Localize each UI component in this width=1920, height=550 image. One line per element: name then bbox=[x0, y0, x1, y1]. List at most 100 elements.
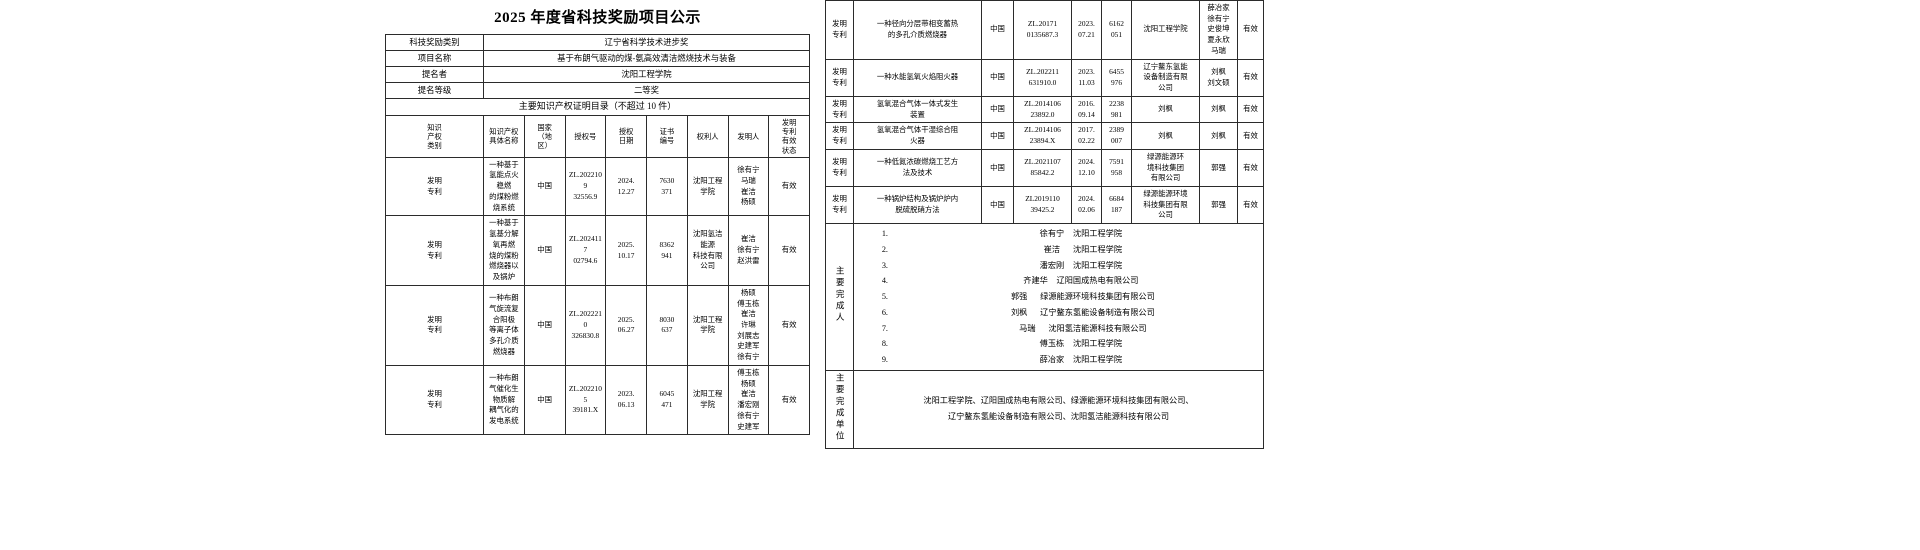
ip-cell-country: 中国 bbox=[981, 122, 1014, 150]
ip-cell-status: 有效 bbox=[1237, 58, 1264, 97]
ip-cell-country: 中国 bbox=[523, 284, 566, 366]
meta-value-nominator: 沈阳工程学院 bbox=[483, 66, 810, 84]
ip-cell-inventor: 郭强 bbox=[1199, 186, 1238, 225]
ip-cell-name: 一种布朗气旋流复合阳极 等离子体多孔介质燃烧器 bbox=[483, 284, 525, 366]
ip-cell-name: 一种低氮浓碳燃烧工艺方 法及技术 bbox=[853, 148, 982, 188]
ip-section-heading-row: 主要知识产权证明目录（不超过 10 件） bbox=[385, 98, 810, 117]
contributors-row: 主要完成人 徐有宁沈阳工程学院崔洁沈阳工程学院潘宏刚沈阳工程学院齐建华辽阳国成热… bbox=[825, 223, 1264, 371]
ip-cell-inventor: 傅玉栋 杨硕 崔洁 潘宏刚 徐有宁 史建军 bbox=[727, 364, 770, 436]
ip-cell-country: 中国 bbox=[523, 215, 566, 286]
ip-cell-auth-number: ZL.20171 0135687.3 bbox=[1013, 0, 1072, 60]
table-row: 发明 专利 氢氧混合气体干湿综合阻 火器 中国 ZL.2014106 23894.X 2017… bbox=[825, 122, 1264, 150]
ip-cell-inventor: 刘枫 bbox=[1199, 95, 1238, 124]
ip-cell-owner: 绿源能源环境科技集团有限公司 bbox=[1131, 148, 1200, 188]
list-item: 崔洁 沈阳工程学院 bbox=[890, 242, 1261, 258]
contributor-name: 郭强 bbox=[1010, 292, 1028, 302]
ip-cell-cert-number: 2389 007 bbox=[1101, 122, 1132, 150]
ip-cell-inventor: 刘枫 bbox=[1199, 122, 1238, 150]
ip-cell-owner: 沈阳工程学院 bbox=[1131, 0, 1200, 60]
ip-table-body-right: 发明 专利 一种径向分层带相变蓄热 的多孔介质燃烧器 中国 ZL.20171 0135687… bbox=[825, 0, 1264, 225]
ip-cell-name: 一种基于氢能点火稳燃 的煤粉燃烧系统 bbox=[483, 156, 525, 217]
ip-cell-type: 发明 专利 bbox=[825, 58, 854, 97]
ip-cell-status: 有效 bbox=[1237, 95, 1264, 124]
ip-cell-type: 发明 专利 bbox=[385, 215, 484, 286]
meta-label-category: 科技奖励类别 bbox=[385, 33, 484, 52]
table-row: 发明 专利 氢氧混合气体一体式发生 装置 中国 ZL.2014106 23892.0 2016… bbox=[825, 95, 1264, 124]
contributor-name: 刘枫 bbox=[1010, 307, 1028, 317]
ip-cell-owner: 沈阳工程学院 bbox=[686, 156, 729, 217]
column-header-auth-number: 授权号 bbox=[564, 115, 607, 158]
table-row: 发明 专利 一种布朗气旋流复合阳极 等离子体多孔介质燃烧器 中国 ZL.2022210 32… bbox=[385, 284, 810, 366]
ip-cell-auth-date: 2017. 02.22 bbox=[1071, 122, 1102, 150]
column-header-owner: 权利人 bbox=[686, 115, 729, 158]
list-item: 马瑞 沈阳氢洁能源科技有限公司 bbox=[890, 321, 1261, 337]
meta-row-project: 项目名称 基于布朗气驱动的煤-氨高效清洁燃烧技术与装备 bbox=[385, 50, 810, 68]
ip-cell-auth-date: 2023. 11.03 bbox=[1071, 58, 1102, 97]
contributor-org: 沈阳工程学院 bbox=[1072, 244, 1123, 254]
ip-cell-type: 发明 专利 bbox=[385, 364, 484, 436]
meta-table-body: 科技奖励类别 辽宁省科学技术进步奖 项目名称 基于布朗气驱动的煤-氨高效清洁燃烧… bbox=[385, 33, 810, 158]
column-header-status: 发明 专利 有效 状态 bbox=[768, 115, 810, 158]
contributor-name: 潘宏刚 bbox=[1039, 260, 1065, 270]
summary-body: 主要完成人 徐有宁沈阳工程学院崔洁沈阳工程学院潘宏刚沈阳工程学院齐建华辽阳国成热… bbox=[825, 223, 1264, 449]
ip-cell-inventor: 薛冶家 徐有宁 史俊坤 夏永欣 马瑞 bbox=[1199, 0, 1238, 60]
ip-cell-auth-date: 2016. 09.14 bbox=[1071, 95, 1102, 124]
page-title: 2025 年度省科技奖励项目公示 bbox=[494, 10, 701, 26]
column-header-inventor: 发明人 bbox=[727, 115, 770, 158]
ip-cell-type: 发明 专利 bbox=[825, 95, 854, 124]
ip-cell-country: 中国 bbox=[523, 364, 566, 436]
ip-cell-name: 一种水能氢氧火焰阻火器 bbox=[853, 58, 982, 97]
ip-cell-auth-date: 2023. 07.21 bbox=[1071, 0, 1102, 60]
ip-cell-country: 中国 bbox=[523, 156, 566, 217]
ip-cell-type: 发明 专利 bbox=[825, 186, 854, 225]
ip-cell-status: 有效 bbox=[1237, 122, 1264, 150]
contributor-org: 辽阳国成热电有限公司 bbox=[1056, 276, 1139, 286]
ip-cell-owner: 刘枫 bbox=[1131, 122, 1200, 150]
column-header-auth-date: 授权 日期 bbox=[605, 115, 647, 158]
ip-cell-country: 中国 bbox=[981, 148, 1014, 188]
ip-cell-name: 一种布朗气催化生物质解 耦气化的发电系统 bbox=[483, 364, 525, 436]
ip-cell-name: 一种锅炉结构及锅炉炉内 脱硫脱硝方法 bbox=[853, 186, 982, 225]
ip-cell-owner: 辽宁鳌东氢能 设备制造有限 公司 bbox=[1131, 58, 1200, 97]
meta-label-project: 项目名称 bbox=[385, 50, 484, 68]
column-header-country: 国家 （地 区） bbox=[523, 115, 566, 158]
contributor-org: 沈阳氢洁能源科技有限公司 bbox=[1048, 323, 1147, 333]
ip-cell-cert-number: 6162 051 bbox=[1101, 0, 1132, 60]
contributor-name: 崔洁 bbox=[1043, 244, 1061, 254]
contributor-org: 辽宁鳌东氢能设备制造有限公司 bbox=[1040, 307, 1155, 317]
contributor-name: 齐建华 bbox=[1023, 276, 1048, 286]
ip-cell-cert-number: 2238 981 bbox=[1101, 95, 1132, 124]
ip-cell-type: 发明 专利 bbox=[825, 0, 854, 60]
meta-row-category: 科技奖励类别 辽宁省科学技术进步奖 bbox=[385, 33, 810, 52]
ip-cell-auth-date: 2023. 06.13 bbox=[605, 364, 647, 436]
table-row: 发明 专利 一种水能氢氧火焰阻火器 中国 ZL.202211 631910.0 2023. 1… bbox=[825, 58, 1264, 97]
ip-cell-auth-number: ZL2019110 39425.2 bbox=[1013, 186, 1072, 225]
ip-cell-name: 氢氧混合气体一体式发生 装置 bbox=[853, 95, 982, 124]
ip-cell-cert-number: 7630 371 bbox=[646, 156, 688, 217]
contributors-label: 主要完成人 bbox=[825, 223, 854, 371]
ip-cell-inventor: 徐有宁 马瑞 崔洁 杨硕 bbox=[727, 156, 770, 217]
ip-cell-auth-number: ZL.2014106 23894.X bbox=[1013, 122, 1072, 150]
ip-cell-auth-date: 2024. 02.06 bbox=[1071, 186, 1102, 225]
ip-cell-owner: 沈阳氢洁能源 科技有限公司 bbox=[686, 215, 729, 286]
ip-cell-status: 有效 bbox=[1237, 148, 1264, 188]
ip-cell-cert-number: 8362 941 bbox=[646, 215, 688, 286]
ip-cell-owner: 绿源能源环境科技集团有限公司 bbox=[1131, 186, 1200, 225]
ip-cell-status: 有效 bbox=[1237, 186, 1264, 225]
ip-cell-type: 发明 专利 bbox=[385, 156, 484, 217]
meta-row-nominator: 提名者 沈阳工程学院 bbox=[385, 66, 810, 84]
right-column: 发明 专利 一种径向分层带相变蓄热 的多孔介质燃烧器 中国 ZL.20171 0135687… bbox=[825, 0, 1264, 550]
contributors-list: 徐有宁沈阳工程学院崔洁沈阳工程学院潘宏刚沈阳工程学院齐建华辽阳国成热电有限公司郭… bbox=[856, 226, 1261, 368]
ip-cell-status: 有效 bbox=[768, 364, 810, 436]
ip-cell-country: 中国 bbox=[981, 0, 1014, 60]
ip-cell-cert-number: 6684 187 bbox=[1101, 186, 1132, 225]
ip-cell-cert-number: 8030 637 bbox=[646, 284, 688, 366]
ip-cell-type: 发明 专利 bbox=[385, 284, 484, 366]
ip-cell-status: 有效 bbox=[768, 284, 810, 366]
ip-cell-name: 氢氧混合气体干湿综合阻 火器 bbox=[853, 122, 982, 150]
contributor-org: 沈阳工程学院 bbox=[1072, 229, 1123, 239]
